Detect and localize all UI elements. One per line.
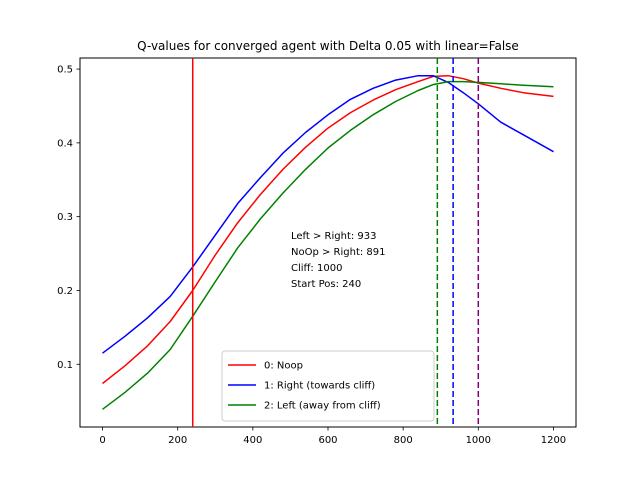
x-axis-ticks: 0 200 400 600 800 1000 1200 — [99, 427, 566, 446]
legend-box — [221, 350, 435, 422]
chart-title: Q-values for converged agent with Delta … — [137, 39, 519, 53]
x-tick-label-3: 600 — [318, 435, 337, 446]
annotation-line-1: NoOp > Right: 891 — [291, 247, 386, 258]
series-line-0 — [102, 74, 554, 385]
legend-label-2: 2: Left (away from cliff) — [264, 401, 381, 412]
y-axis-ticks: 0.1 0.2 0.3 0.4 0.5 — [57, 65, 80, 371]
annotation-line-0: Left > Right: 933 — [291, 231, 377, 242]
series-layer — [102, 74, 554, 410]
annotation-line-3: Start Pos: 240 — [291, 279, 361, 290]
series-line-1 — [102, 74, 554, 354]
vertical-markers — [191, 58, 480, 427]
y-tick-label-0: 0.1 — [57, 360, 73, 371]
x-tick-label-1: 200 — [168, 435, 187, 446]
x-tick-label-4: 800 — [394, 435, 413, 446]
annotation-line-2: Cliff: 1000 — [291, 263, 342, 274]
y-tick-label-4: 0.5 — [57, 65, 73, 76]
y-tick-label-2: 0.3 — [57, 212, 73, 223]
annotation-block: Left > Right: 933 NoOp > Right: 891 Cliff:… — [291, 231, 386, 290]
y-tick-label-3: 0.4 — [57, 138, 73, 149]
legend: 0: Noop 1: Right (towards cliff) 2: Left (… — [221, 350, 435, 422]
legend-label-1: 1: Right (towards cliff) — [264, 381, 375, 392]
x-tick-label-2: 400 — [243, 435, 262, 446]
x-tick-label-6: 1200 — [541, 435, 566, 446]
legend-label-0: 0: Noop — [264, 361, 303, 372]
series-line-2 — [102, 80, 554, 410]
x-tick-label-5: 1000 — [466, 435, 491, 446]
y-tick-label-1: 0.2 — [57, 286, 73, 297]
x-tick-label-0: 0 — [99, 435, 105, 446]
